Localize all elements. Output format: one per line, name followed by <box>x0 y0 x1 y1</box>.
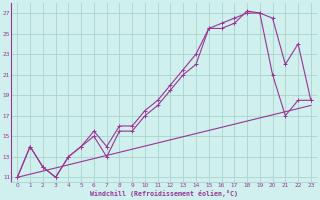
X-axis label: Windchill (Refroidissement éolien,°C): Windchill (Refroidissement éolien,°C) <box>90 190 238 197</box>
